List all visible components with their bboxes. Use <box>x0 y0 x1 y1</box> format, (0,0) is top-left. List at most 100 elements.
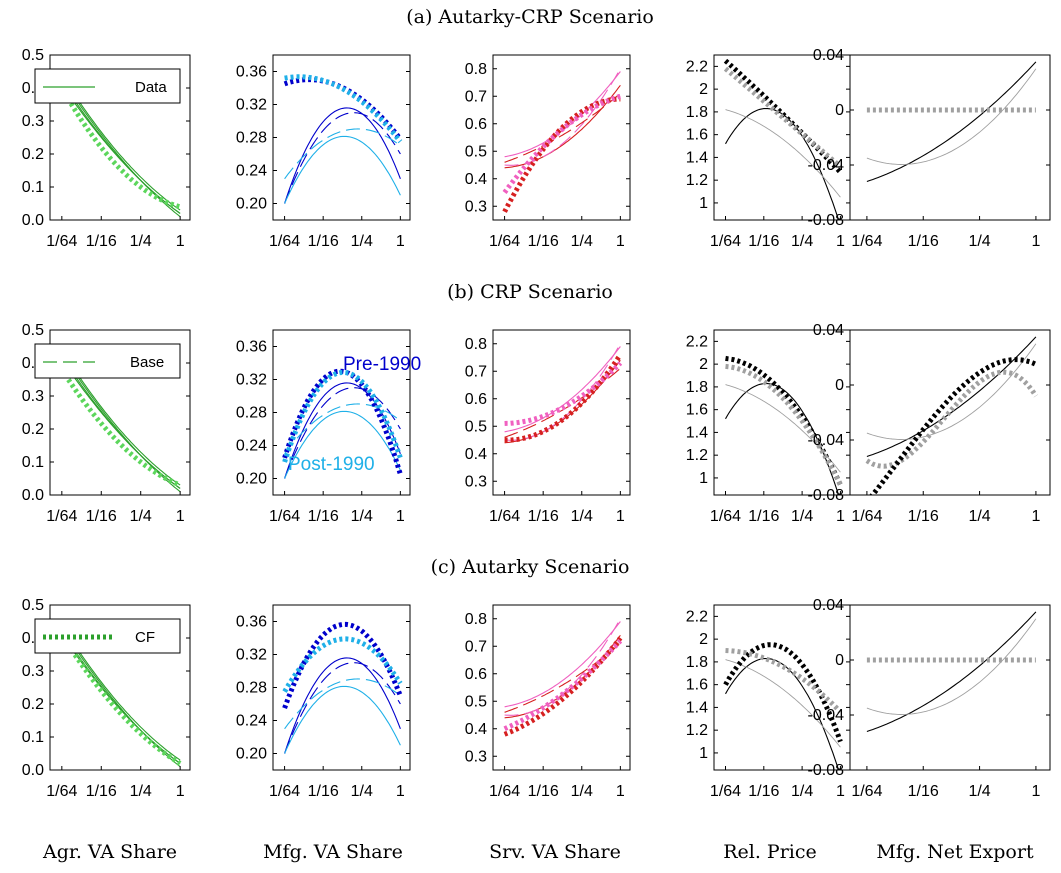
x-tick-label: 1/4 <box>130 508 152 525</box>
cf-line <box>869 357 1037 495</box>
x-tick-label: 1/16 <box>308 783 339 800</box>
legend-box <box>34 343 181 379</box>
column-title: Agr. VA Share <box>42 841 177 863</box>
cf-line <box>504 353 623 443</box>
x-tick-label: 1/64 <box>46 233 77 250</box>
y-tick-label: 0.6 <box>465 391 487 408</box>
plot-area <box>723 58 843 220</box>
x-tick-label: 1/4 <box>791 783 813 800</box>
y-tick-label: 1.2 <box>686 447 708 464</box>
column-title: Srv. VA Share <box>489 841 621 863</box>
x-tick-label: 1/64 <box>489 508 520 525</box>
y-tick-label: 0.7 <box>465 638 487 655</box>
y-tick-label: 1.4 <box>686 699 708 716</box>
panel-r0-c1: 0.20 0.24 0.28 0.32 0.36 1/64 1/16 1/4 1 <box>236 54 411 250</box>
y-tick-label: 0.1 <box>22 454 44 471</box>
x-tick-label: 1 <box>836 233 845 250</box>
x-tick-label: 1 <box>836 783 845 800</box>
cf-line <box>503 639 623 732</box>
y-tick-label: 0.04 <box>813 322 844 339</box>
base-line <box>284 387 401 479</box>
x-tick-label: 1 <box>176 783 185 800</box>
y-tick-label: 0.0 <box>22 212 44 229</box>
y-tick-label: 1.2 <box>686 722 708 739</box>
base-line <box>866 336 1037 458</box>
x-tick-label: 1 <box>616 233 625 250</box>
x-tick-label: 1/4 <box>571 783 593 800</box>
y-tick-label: 0.3 <box>465 748 487 765</box>
plot-area <box>282 368 403 479</box>
y-tick-label: -0.08 <box>808 762 845 779</box>
panel-r2-c2: 0.3 0.4 0.5 0.6 0.7 0.8 1/64 1/16 1/4 1 <box>465 604 631 800</box>
axis-box <box>49 329 191 496</box>
cf-line <box>723 66 843 169</box>
x-tick-label: 1 <box>396 783 405 800</box>
cf-line <box>503 636 623 737</box>
panel-r2-c3: 1 1.2 1.4 1.6 1.8 2 2.2 1/64 1/16 1/4 1 <box>686 604 851 800</box>
y-tick-label: 1 <box>699 745 708 762</box>
plot-area <box>59 349 182 493</box>
x-tick-label: 1/4 <box>571 233 593 250</box>
plot-area <box>865 336 1038 495</box>
cf-line <box>282 368 403 476</box>
base-line <box>866 611 1037 733</box>
base-line <box>284 403 401 455</box>
x-tick-label: 1/16 <box>748 508 779 525</box>
cf-line <box>725 355 843 486</box>
x-tick-label: 1/64 <box>489 783 520 800</box>
y-tick-label: 0.04 <box>813 597 844 614</box>
y-tick-label: 0.0 <box>22 487 44 504</box>
x-tick-label: 1/64 <box>269 783 300 800</box>
x-tick-label: 1 <box>396 233 405 250</box>
legend-cf-label: CF <box>135 629 155 646</box>
x-tick-label: 1/4 <box>968 783 990 800</box>
base-line <box>866 61 1037 183</box>
y-tick-label: 1.8 <box>686 379 708 396</box>
panel-r0-c4: -0.08 -0.04 0 0.04 1/64 1/16 1/4 1 <box>808 47 1051 250</box>
plot-area <box>866 611 1037 733</box>
y-tick-label: 2 <box>699 81 708 98</box>
base-line <box>504 621 621 708</box>
cf-line <box>502 93 622 194</box>
y-tick-label: 0.7 <box>465 363 487 380</box>
y-tick-label: 0.36 <box>236 614 267 631</box>
x-tick-label: 1/4 <box>791 233 813 250</box>
legend-box <box>34 68 181 104</box>
plot-area <box>504 343 623 444</box>
y-tick-label: 1 <box>699 195 708 212</box>
axis-box <box>492 54 631 221</box>
y-tick-label: 0.2 <box>22 421 44 438</box>
y-tick-label: -0.04 <box>808 432 845 449</box>
cf-line <box>283 77 403 141</box>
y-tick-label: 0.5 <box>465 418 487 435</box>
x-tick-label: 1/16 <box>86 783 117 800</box>
base-line <box>504 643 621 713</box>
base-line <box>504 343 621 441</box>
cf-line <box>282 370 403 463</box>
y-tick-label: 2 <box>699 631 708 648</box>
annotation-post-1990: Post-1990 <box>288 454 375 475</box>
y-tick-label: 1.4 <box>686 424 708 441</box>
plot-area <box>725 355 843 495</box>
cf-line <box>59 633 182 766</box>
y-tick-label: 0.4 <box>465 446 487 463</box>
y-tick-label: 0.36 <box>236 64 267 81</box>
y-tick-label: 0.8 <box>465 61 487 78</box>
x-tick-label: 1 <box>176 508 185 525</box>
base-line <box>504 68 621 166</box>
x-tick-label: 1 <box>176 233 185 250</box>
base-line <box>284 662 401 754</box>
y-tick-label: 0.20 <box>236 746 267 763</box>
panel-r1-c1: 0.20 0.24 0.28 0.32 0.36 1/64 1/16 1/4 1 Pre-1990… <box>236 329 421 525</box>
y-tick-label: 0.4 <box>465 721 487 738</box>
plot-area <box>723 642 843 770</box>
y-tick-label: 2 <box>699 356 708 373</box>
y-tick-label: 1.8 <box>686 104 708 121</box>
cf-line <box>725 648 843 714</box>
y-tick-label: 1.2 <box>686 172 708 189</box>
y-tick-label: 1.6 <box>686 127 708 144</box>
cf-line <box>725 363 843 486</box>
x-tick-label: 1/64 <box>269 508 300 525</box>
